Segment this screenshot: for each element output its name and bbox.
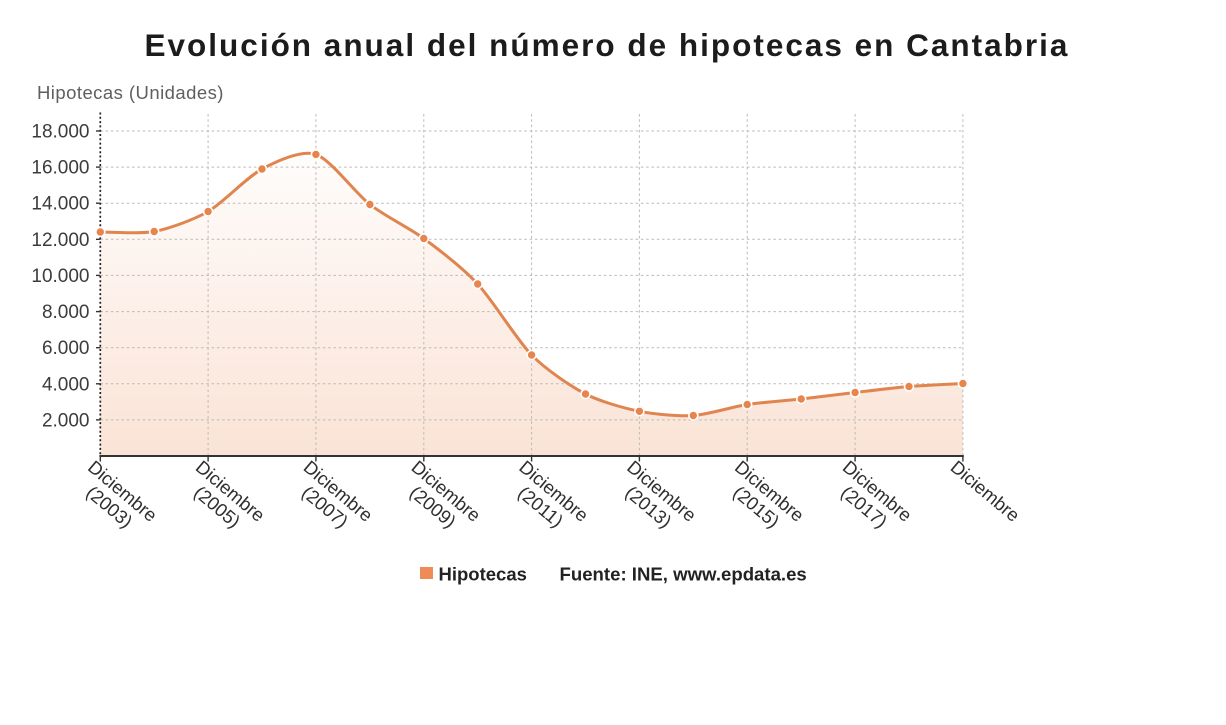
svg-text:4.000: 4.000 [42,374,90,395]
svg-text:18.000: 18.000 [31,122,89,143]
svg-text:Fuente: INE, www.epdata.es: Fuente: INE, www.epdata.es [560,564,807,585]
svg-text:6.000: 6.000 [42,338,90,359]
svg-text:Hipotecas: Hipotecas [439,564,527,585]
svg-text:16.000: 16.000 [31,158,89,179]
svg-text:8.000: 8.000 [42,302,90,323]
svg-text:2.000: 2.000 [42,410,90,431]
svg-text:12.000: 12.000 [31,230,89,251]
svg-text:Hipotecas (Unidades): Hipotecas (Unidades) [37,82,224,103]
svg-text:10.000: 10.000 [31,266,89,287]
svg-text:14.000: 14.000 [31,194,89,215]
svg-text:Evolución anual del número de: Evolución anual del número de hipotecas … [145,27,1070,63]
